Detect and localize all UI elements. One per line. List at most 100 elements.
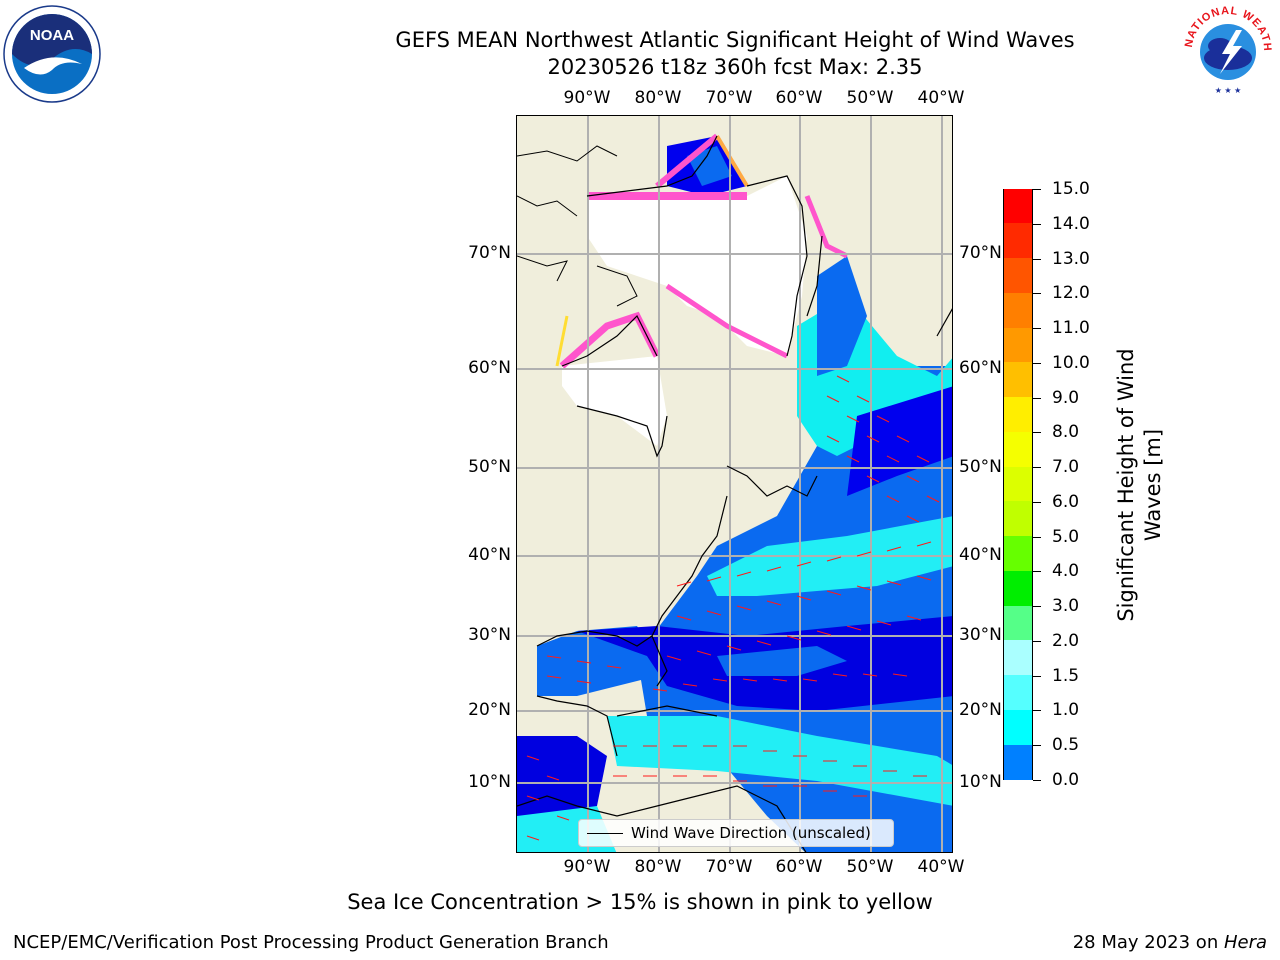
map-title: GEFS MEAN Northwest Atlantic Significant… xyxy=(395,28,1075,52)
lat-tick-label: 40°N xyxy=(959,545,1002,565)
lat-tick-label: 60°N xyxy=(959,358,1002,378)
colorbar-tick xyxy=(1033,745,1041,747)
lon-tick-label: 70°W xyxy=(705,88,753,108)
colorbar-segment xyxy=(1004,362,1032,398)
graticule xyxy=(517,116,952,852)
lat-tick-label: 40°N xyxy=(468,545,511,565)
lat-tick-label: 30°N xyxy=(959,625,1002,645)
colorbar-segment xyxy=(1004,292,1032,329)
colorbar-tick-label: 1.0 xyxy=(1052,700,1080,721)
colorbar-segment xyxy=(1004,223,1032,259)
colorbar-tick-label: 12.0 xyxy=(1052,283,1090,304)
colorbar-tick xyxy=(1033,640,1041,642)
colorbar-segment xyxy=(1004,570,1032,607)
colorbar-tick-label: 2.0 xyxy=(1052,630,1080,651)
lat-tick-label: 50°N xyxy=(468,457,511,477)
colorbar-tick-label: 5.0 xyxy=(1052,526,1080,547)
map-canvas xyxy=(517,116,952,852)
colorbar-segment xyxy=(1004,327,1032,363)
colorbar-tick-label: 10.0 xyxy=(1052,352,1090,373)
svg-text:NOAA: NOAA xyxy=(30,27,74,44)
footer-credit: NCEP/EMC/Verification Post Processing Pr… xyxy=(13,932,609,953)
lon-tick-label: 80°W xyxy=(634,88,682,108)
colorbar-tick xyxy=(1033,223,1041,225)
lon-tick-label: 80°W xyxy=(634,857,682,877)
colorbar-tick-label: 7.0 xyxy=(1052,457,1080,478)
colorbar-segment xyxy=(1004,605,1032,641)
colorbar-title-line2: Waves [m] xyxy=(1141,428,1165,542)
colorbar-tick-label: 3.0 xyxy=(1052,596,1080,617)
colorbar-tick-label: 8.0 xyxy=(1052,422,1080,443)
lon-tick-label: 40°W xyxy=(917,88,965,108)
lon-tick-label: 90°W xyxy=(563,88,611,108)
lat-tick-label: 10°N xyxy=(959,772,1002,792)
colorbar-segment xyxy=(1004,709,1032,746)
svg-text:★ ★ ★: ★ ★ ★ xyxy=(1215,86,1242,95)
map-subtitle: 20230526 t18z 360h fcst Max: 2.35 xyxy=(547,55,923,79)
colorbar-tick-label: 15.0 xyxy=(1052,179,1090,199)
colorbar-tick xyxy=(1033,501,1041,503)
colorbar-tick xyxy=(1033,536,1041,538)
colorbar-tick xyxy=(1033,606,1041,608)
colorbar-segment xyxy=(1004,397,1032,433)
sea-ice-note: Sea Ice Concentration > 15% is shown in … xyxy=(347,890,933,914)
colorbar-tick xyxy=(1033,328,1041,330)
lat-tick-label: 50°N xyxy=(959,457,1002,477)
colorbar-title: Significant Height of Wind Waves [m] xyxy=(1113,320,1167,650)
colorbar-tick xyxy=(1033,710,1041,712)
colorbar-tick-label: 9.0 xyxy=(1052,387,1080,408)
coastlines xyxy=(517,135,952,852)
colorbar-segment xyxy=(1004,744,1032,780)
colorbar-tick xyxy=(1033,571,1041,573)
colorbar-segment xyxy=(1004,675,1032,711)
wave-height-field xyxy=(517,136,952,852)
lon-tick-label: 60°W xyxy=(775,857,823,877)
colorbar-segment xyxy=(1004,536,1032,572)
colorbar-tick-label: 11.0 xyxy=(1052,318,1090,339)
nws-logo: NATIONAL WEATHER SERVICE ★ ★ ★ xyxy=(1176,0,1276,98)
footer-host: Hera xyxy=(1223,932,1267,953)
lon-tick-label: 60°W xyxy=(775,88,823,108)
lat-tick-label: 20°N xyxy=(468,700,511,720)
colorbar-tick xyxy=(1033,432,1041,434)
arctic-coastlines xyxy=(517,145,638,307)
colorbar-segment xyxy=(1004,466,1032,502)
legend-label: Wind Wave Direction (unscaled) xyxy=(631,824,871,842)
colorbar-tick xyxy=(1033,293,1041,295)
lon-tick-label: 40°W xyxy=(917,857,965,877)
lon-tick-label: 90°W xyxy=(563,857,611,877)
colorbar-tick xyxy=(1033,675,1041,677)
colorbar-tick-label: 4.0 xyxy=(1052,561,1080,582)
colorbar-segment xyxy=(1004,501,1032,537)
colorbar-tick-label: 0.5 xyxy=(1052,735,1080,756)
legend-line-sample xyxy=(587,833,623,834)
colorbar-segment xyxy=(1004,258,1032,294)
colorbar-tick xyxy=(1033,397,1041,399)
colorbar-tick xyxy=(1033,362,1041,364)
colorbar-title-line1: Significant Height of Wind xyxy=(1114,348,1138,622)
lat-tick-label: 10°N xyxy=(468,772,511,792)
colorbar-tick xyxy=(1033,258,1041,260)
colorbar-tick-label: 6.0 xyxy=(1052,491,1080,512)
footer-date: 28 May 2023 on Hera xyxy=(1073,932,1267,953)
footer-date-text: 28 May 2023 on xyxy=(1072,932,1224,953)
colorbar-tick-label: 13.0 xyxy=(1052,248,1090,269)
lat-tick-label: 70°N xyxy=(468,243,511,263)
noaa-logo: NOAA xyxy=(2,4,102,104)
lon-tick-label: 50°W xyxy=(846,857,894,877)
colorbar xyxy=(1003,188,1033,780)
map-legend: Wind Wave Direction (unscaled) xyxy=(578,819,894,847)
lat-tick-label: 70°N xyxy=(959,243,1002,263)
colorbar-tick-label: 14.0 xyxy=(1052,213,1090,234)
lon-tick-label: 70°W xyxy=(705,857,753,877)
lat-tick-label: 30°N xyxy=(468,625,511,645)
lat-tick-label: 60°N xyxy=(468,358,511,378)
wind-wave-arrows xyxy=(526,375,940,841)
colorbar-segment xyxy=(1004,188,1032,224)
colorbar-segment xyxy=(1004,431,1032,468)
lat-tick-label: 20°N xyxy=(959,700,1002,720)
lon-tick-label: 50°W xyxy=(846,88,894,108)
wave-height-map: Wind Wave Direction (unscaled) xyxy=(516,115,953,853)
colorbar-tick-label: 1.5 xyxy=(1052,665,1080,686)
colorbar-tick xyxy=(1033,467,1041,469)
